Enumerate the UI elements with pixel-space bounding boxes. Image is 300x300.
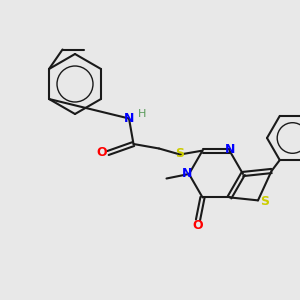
Text: S: S: [176, 146, 184, 160]
Text: N: N: [225, 142, 235, 156]
Text: S: S: [260, 195, 269, 208]
Text: O: O: [96, 146, 107, 160]
Text: N: N: [182, 167, 192, 180]
Text: N: N: [124, 112, 134, 125]
Text: H: H: [137, 109, 146, 119]
Text: O: O: [193, 219, 203, 232]
